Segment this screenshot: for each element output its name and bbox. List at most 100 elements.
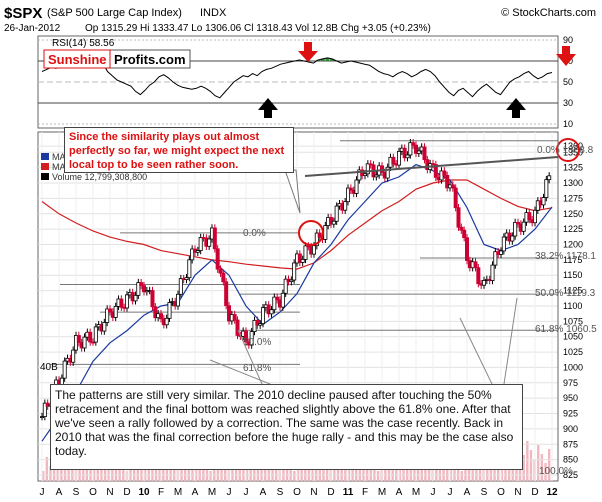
candle xyxy=(252,316,257,336)
candle xyxy=(289,276,294,286)
trend-line xyxy=(304,156,559,177)
rsi-tick-label: 90 xyxy=(563,35,573,45)
candle xyxy=(141,281,146,296)
candle xyxy=(258,319,263,329)
y-tick-label: 925 xyxy=(563,409,578,419)
x-tick-label: F xyxy=(362,487,368,498)
y-tick-label: 1050 xyxy=(563,332,583,342)
volume-bar xyxy=(151,465,154,481)
candle xyxy=(232,310,237,324)
candle xyxy=(269,306,274,318)
candle xyxy=(405,151,410,162)
fib-label: 0.0% xyxy=(243,228,266,239)
volume-bar xyxy=(515,460,518,481)
x-tick-label: A xyxy=(464,487,471,498)
candle xyxy=(450,181,455,192)
logo-left xyxy=(43,49,111,69)
highlight-circle xyxy=(556,138,580,162)
candle xyxy=(113,302,118,322)
fib-label: 0.0% 1368.8 xyxy=(537,145,594,156)
fib-label: 38.2% 1178.1 xyxy=(535,251,596,262)
volume-bar xyxy=(140,461,143,481)
volume-bar xyxy=(49,466,52,481)
y-tick-label: 1100 xyxy=(563,301,582,311)
candle xyxy=(343,197,348,214)
x-tick-label: J xyxy=(448,487,453,498)
annotation-pointer xyxy=(459,317,493,385)
volume-bar xyxy=(122,462,125,481)
annotation-top: Since the similarity plays out almost pe… xyxy=(64,127,294,173)
volume-bar xyxy=(198,467,201,481)
candle xyxy=(71,346,76,366)
candle xyxy=(510,232,515,245)
x-tick-label: N xyxy=(106,487,113,498)
volume-bar xyxy=(529,450,533,481)
candle xyxy=(125,291,130,312)
candle xyxy=(62,357,67,382)
volume-bar xyxy=(242,460,245,481)
candle xyxy=(102,318,107,335)
index-name: (S&P 500 Large Cap Index) xyxy=(47,7,182,19)
volume-bar xyxy=(547,449,551,481)
volume-bar xyxy=(216,466,220,481)
candle xyxy=(221,269,226,286)
arrow-down-icon xyxy=(556,46,576,66)
volume-bar xyxy=(355,463,358,481)
x-tick-label: M xyxy=(174,487,182,498)
x-tick-label: D xyxy=(327,487,334,498)
y-tick-label: 1175 xyxy=(563,255,582,265)
volume-bar xyxy=(169,464,172,481)
candle xyxy=(207,235,212,250)
volume-bar xyxy=(158,460,161,481)
candle xyxy=(385,163,390,182)
candle xyxy=(493,248,498,269)
volume-bar xyxy=(336,464,340,481)
volume-bar xyxy=(224,461,227,481)
volume-bar xyxy=(282,467,285,481)
annotation-pointer xyxy=(503,297,518,385)
volume-bar xyxy=(209,471,212,481)
x-tick-label: 10 xyxy=(138,487,150,498)
candle xyxy=(190,245,195,264)
volume-bar xyxy=(45,457,49,481)
volume-bar xyxy=(438,463,442,481)
x-tick-label: O xyxy=(89,487,97,498)
candle xyxy=(215,245,220,273)
y-tick-label: 1250 xyxy=(563,209,583,219)
y-tick-label: 1300 xyxy=(563,178,583,188)
candle xyxy=(158,309,163,323)
candle xyxy=(224,278,229,310)
y-tick-label: 1225 xyxy=(563,224,583,234)
x-tick-label: N xyxy=(310,487,317,498)
symbol: $SPX xyxy=(4,5,42,22)
rsi-overbought-fill xyxy=(330,58,335,61)
volume-bar xyxy=(460,471,463,481)
candle xyxy=(82,333,87,352)
volume-bar xyxy=(67,465,70,481)
rsi-line xyxy=(41,57,553,99)
candle xyxy=(345,184,350,206)
candle xyxy=(354,176,359,198)
x-tick-label: O xyxy=(293,487,301,498)
candle xyxy=(334,202,339,225)
candle xyxy=(481,276,486,289)
y-tick-label: 900 xyxy=(563,424,578,434)
candle xyxy=(218,265,223,277)
volume-bar xyxy=(85,464,89,481)
y-tick-label: 1360 xyxy=(563,141,583,151)
candle xyxy=(40,412,45,421)
candle xyxy=(328,213,333,228)
arrow-up-icon xyxy=(506,98,526,118)
candle xyxy=(42,399,47,421)
candle xyxy=(490,261,495,285)
x-tick-label: S xyxy=(277,487,284,498)
volume-bar xyxy=(376,471,380,481)
candle xyxy=(527,208,532,224)
candle xyxy=(175,290,180,310)
candle xyxy=(445,171,450,192)
exchange: INDX xyxy=(200,7,227,19)
volume-bar xyxy=(522,455,525,481)
volume-bar xyxy=(260,459,263,481)
x-tick-label: D xyxy=(531,487,538,498)
